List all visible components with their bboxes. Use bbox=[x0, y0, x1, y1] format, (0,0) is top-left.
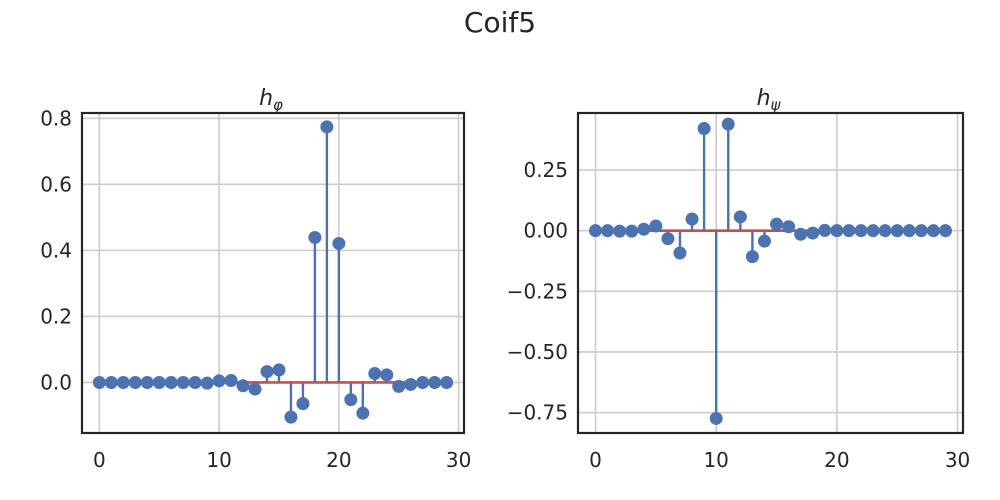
stem-marker bbox=[649, 219, 663, 233]
x-tick-label: 20 bbox=[824, 448, 849, 472]
stem-marker bbox=[866, 224, 880, 238]
stem-marker bbox=[320, 120, 334, 134]
stem-marker bbox=[344, 393, 358, 407]
plot-1: 0 10 20 30 0.0 0.2 0.4 0.6 0.8 hφ bbox=[40, 86, 471, 472]
stem-marker bbox=[308, 230, 322, 244]
stem-marker bbox=[721, 117, 735, 131]
stem-marker bbox=[404, 377, 418, 391]
stem-marker bbox=[914, 224, 928, 238]
stem-marker bbox=[116, 375, 130, 389]
stem-marker bbox=[224, 373, 238, 387]
stem-marker bbox=[770, 217, 784, 231]
y-tick-label: 0.00 bbox=[523, 219, 568, 243]
stem-marker bbox=[806, 226, 820, 240]
stem-marker bbox=[890, 224, 904, 238]
stem-marker bbox=[380, 368, 394, 382]
stem-marker bbox=[188, 375, 202, 389]
x-tick-label: 10 bbox=[703, 448, 728, 472]
axes-frame bbox=[576, 111, 965, 435]
stem-marker bbox=[757, 234, 771, 248]
stem-marker bbox=[236, 379, 250, 393]
plot-2: 0 10 20 30 0.25 0.00 −0.25 −0.50 −0.75 hψ bbox=[507, 86, 971, 472]
y-tick-label: −0.75 bbox=[507, 401, 568, 425]
y-tick-label: −0.50 bbox=[507, 340, 568, 364]
stem-marker bbox=[782, 220, 796, 234]
stem-marker bbox=[878, 224, 892, 238]
stem-marker bbox=[854, 224, 868, 238]
stem-marker bbox=[284, 410, 298, 424]
x-tick-label: 10 bbox=[206, 448, 231, 472]
stem-marker bbox=[589, 224, 602, 238]
stem-marker bbox=[709, 411, 723, 425]
y-tick-label: 0.25 bbox=[523, 158, 568, 182]
subplot-title: hψ bbox=[757, 86, 782, 114]
stem-marker bbox=[140, 375, 154, 389]
stem-marker bbox=[260, 365, 274, 379]
stem-marker bbox=[176, 375, 190, 389]
stem-marker bbox=[625, 224, 639, 238]
stem-marker bbox=[733, 210, 747, 224]
stem-marker bbox=[440, 375, 454, 389]
stem-marker bbox=[128, 375, 142, 389]
stem-marker bbox=[745, 250, 759, 264]
stem-marker bbox=[794, 227, 808, 241]
x-tick-label: 0 bbox=[93, 448, 106, 472]
x-tick-label: 30 bbox=[945, 448, 970, 472]
figure-title: Coif5 bbox=[463, 6, 537, 39]
x-tick-label: 0 bbox=[589, 448, 602, 472]
stem-marker bbox=[212, 374, 226, 388]
stem-marker bbox=[416, 375, 430, 389]
stem-marker bbox=[356, 406, 370, 420]
stem-marker bbox=[200, 376, 214, 390]
stem-marker bbox=[830, 224, 844, 238]
subplot-title: hφ bbox=[259, 86, 283, 114]
stem-marker bbox=[392, 379, 406, 393]
x-tick-label: 30 bbox=[446, 448, 471, 472]
y-tick-label: 0.8 bbox=[40, 106, 72, 130]
x-tick-label: 20 bbox=[326, 448, 351, 472]
stem-marker bbox=[92, 375, 106, 389]
stem-marker bbox=[368, 367, 382, 381]
stem-marker bbox=[697, 122, 711, 136]
stem-marker bbox=[296, 397, 310, 411]
y-tick-label: 0.2 bbox=[40, 304, 72, 328]
y-tick-label: 0.4 bbox=[40, 238, 72, 262]
stem-marker bbox=[248, 382, 262, 396]
axes-frame bbox=[80, 111, 466, 435]
stem-marker bbox=[637, 222, 651, 236]
stem-marker bbox=[332, 236, 346, 250]
stem-marker bbox=[428, 375, 442, 389]
y-tick-label: 0.0 bbox=[40, 370, 72, 394]
stem-marker bbox=[926, 224, 940, 238]
stem-marker bbox=[939, 224, 952, 238]
stem-marker bbox=[842, 224, 856, 238]
stem-marker bbox=[152, 375, 166, 389]
stem-marker bbox=[601, 224, 615, 238]
stem-marker bbox=[685, 212, 699, 226]
stem-marker bbox=[613, 224, 627, 238]
y-tick-label: 0.6 bbox=[40, 172, 72, 196]
stem-marker bbox=[661, 232, 675, 246]
stem-marker bbox=[673, 246, 687, 260]
stem-marker bbox=[818, 223, 832, 237]
y-tick-label: −0.25 bbox=[507, 279, 568, 303]
stem-marker bbox=[164, 375, 178, 389]
stem-marker bbox=[272, 363, 286, 377]
stem-marker bbox=[104, 375, 118, 389]
stem-marker bbox=[902, 224, 916, 238]
